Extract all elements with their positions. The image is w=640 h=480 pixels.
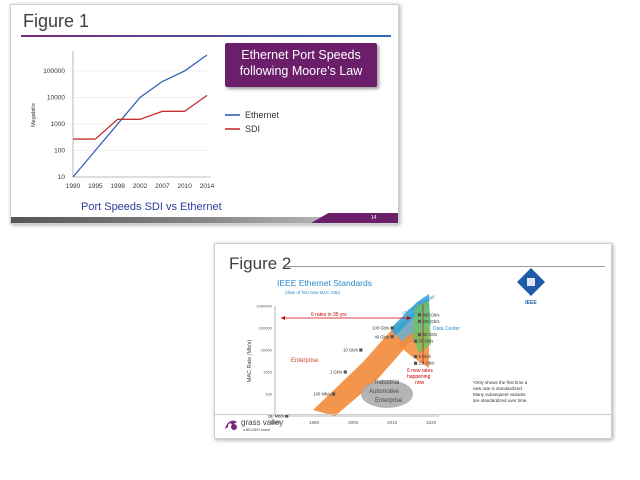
y-tick-label: 10 [268,414,273,419]
x-tick-label: 1990 [309,420,320,425]
figure-2-title: Figure 2 [229,254,292,273]
y-tick-label: 1000000 [256,304,272,309]
x-tick-label: 2002 [133,183,148,190]
y-tick-label: 100000 [259,326,273,331]
data-label: 10 Mb/s [269,414,284,419]
data-point [417,333,422,337]
series-line-sdi [73,94,208,140]
data-point [390,326,394,330]
data-point [390,335,394,339]
annotation-new-rates-2: happening [407,374,431,380]
data-label: 5 Gb/s [419,354,431,359]
footnote-line-3: Many subsequent variants [473,392,526,397]
x-tick-label: 2020 [426,420,437,425]
data-point [343,370,347,374]
ieee-logo: IEEE [517,268,545,306]
data-label: 40 Gb/s [374,334,389,339]
ieee-ethernet-chart: IEEE Ethernet Standards (date of first n… [247,268,545,425]
data-label: 50 Gb/s [422,332,437,337]
data-point [417,319,422,323]
data-label: 100 Gb/s [372,326,389,331]
region-enterprise [313,310,425,416]
y-axis-label: MAC Rate (Mb/s) [247,340,253,383]
data-point [417,313,422,317]
x-tick-label: 1998 [110,183,125,190]
legend-label-sdi: SDI [245,124,260,134]
ieee-logo-text: IEEE [525,300,537,306]
footnote-line-1: ¹Only shows the first time a [473,380,528,385]
annotation-new-rates-1: 6 new rates [407,368,433,374]
ethernet-vs-sdi-chart: 10 100 1000 10000 100000 1990 1995 1998 2002 2007… [31,51,280,190]
data-label: 200 Gb/s [422,319,439,324]
y-axis-label: Megabit/s [31,103,37,127]
data-label: 1 Gb/s [330,370,342,375]
figure-2-slide: Figure 2 IEEE Ethernet Standards (date o… [214,243,612,439]
region-industrial [361,380,413,408]
data-point [413,339,418,343]
x-tick-label: 1980 [270,420,281,425]
region-green [413,300,431,354]
footer-rule [215,414,611,415]
y-tick-label: 100 [265,392,272,397]
y-tick-label: 10 [58,174,66,181]
x-tick-label: 2010 [387,420,398,425]
footnote-line-4: are standardized over time. [473,398,528,403]
footer-gray-band [11,217,341,223]
figure-1-slide: Figure 1 10 100 1000 10000 100000 1990 1995 199… [10,4,399,224]
data-label: 25 Gb/s [419,339,434,344]
footnote-line-2: new rate is standardized. [473,386,523,391]
data-point [413,355,418,359]
series-line-ethernet [72,54,208,178]
x-tick-label: 1995 [88,183,103,190]
data-label: 2.5 Gb/s [419,361,435,366]
data-label: 400 Gb/s [422,312,439,317]
label-industrial: Industrial [375,380,399,386]
data-label: 10 Gb/s [343,348,358,353]
x-tick-label: 2007 [155,183,170,190]
slide2-footer: grass valley a BELDEN brand [215,414,611,438]
label-automotive: Automotive [369,389,400,395]
x-tick-label: 2010 [177,183,192,190]
y-tick-label: 10000 [261,348,273,353]
footer-purple-band [311,213,398,223]
y-tick-label: 100000 [43,68,65,75]
grass-valley-logo-icon [223,418,239,430]
data-label: 100 Mb/s [313,392,330,397]
callout-line-1: Ethernet Port Speeds [241,48,361,62]
data-point [359,348,363,352]
callout-line-2: following Moore's Law [239,64,363,78]
label-enterprise: Enterprise [291,358,319,364]
title-rule [285,266,605,267]
figure-1-title: Figure 1 [23,11,90,31]
annotation-6-rates: 6 rates in 35 yrs [311,312,347,318]
brand-sub: a BELDEN brand [243,428,270,432]
label-data-center: Data Center [433,326,460,332]
y-tick-label: 1000 [51,121,66,128]
brand-name: grass valley [241,418,284,427]
data-point [285,414,289,418]
chart-caption: Port Speeds SDI vs Ethernet [81,201,222,213]
annotation-new-rates-3: now [415,380,425,386]
annotation-arrow-right [407,316,411,320]
moores-law-callout: Ethernet Port Speeds following Moore's L… [225,43,377,87]
chart-heading: IEEE Ethernet Standards [277,278,372,288]
x-tick-label: 2000 [348,420,359,425]
annotation-arrow-left [281,316,285,320]
y-tick-label: 10000 [47,94,65,101]
y-tick-label: 1000 [263,370,273,375]
x-tick-label: 1990 [66,183,81,190]
title-underline [21,35,391,37]
footer-bar: 14 [11,213,398,223]
data-point [413,361,418,365]
chart-subheading: (date of first new MAC rate) [285,290,341,295]
x-tick-label: 2014 [200,183,215,190]
legend-label-ethernet: Ethernet [245,110,280,120]
y-tick-label: 100 [54,147,65,154]
page-number: 14 [371,215,377,221]
data-point [331,392,336,396]
label-enterprise-2: Enterprise [375,398,403,404]
